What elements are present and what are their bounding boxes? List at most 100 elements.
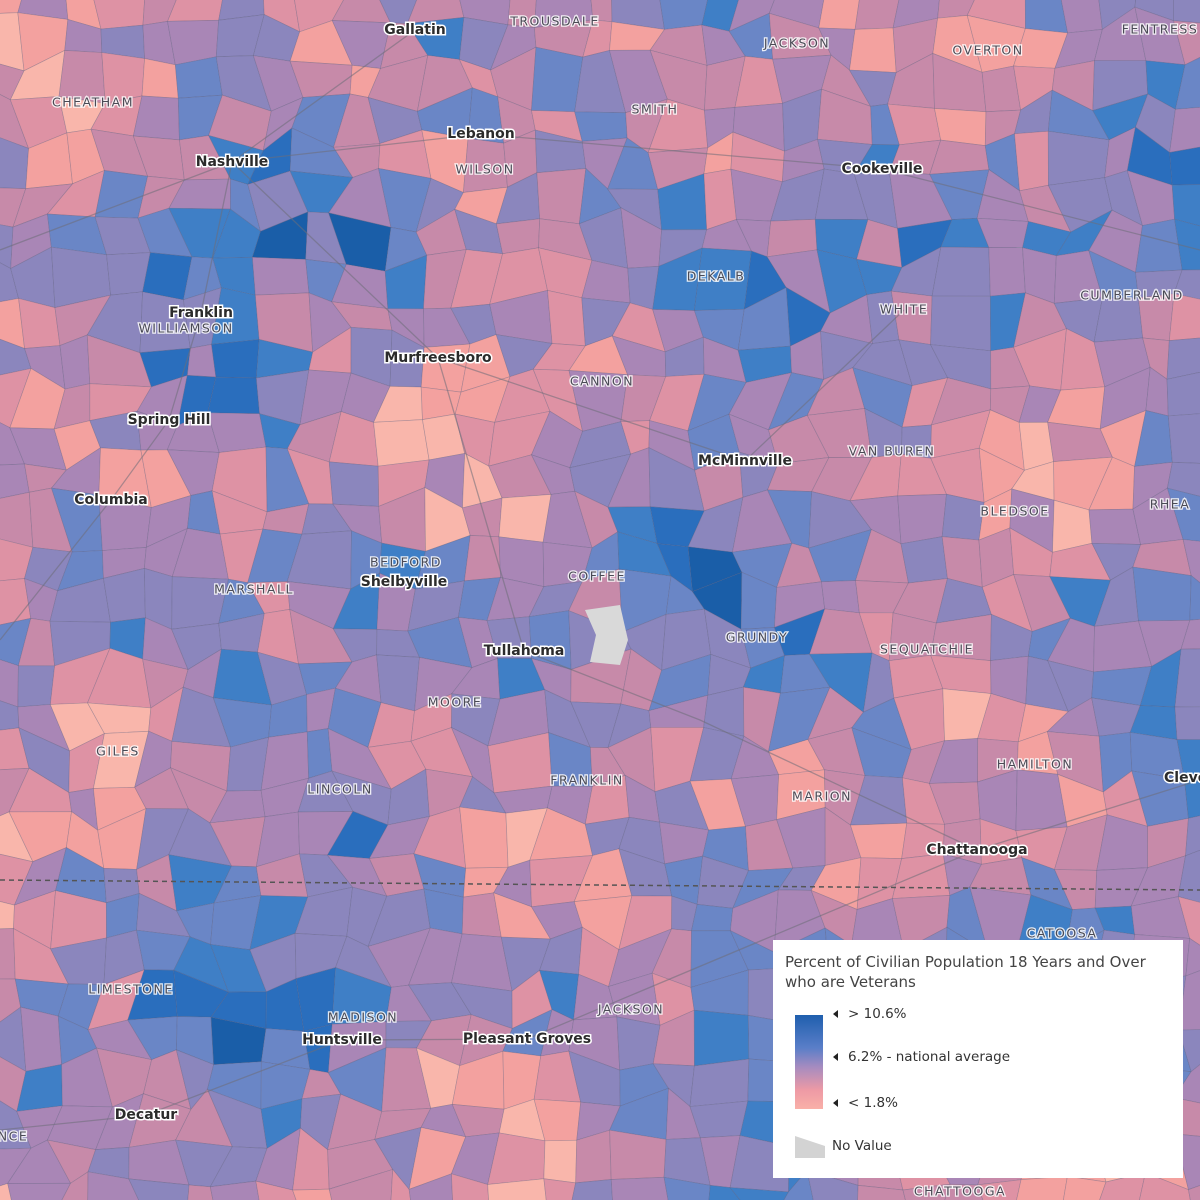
- region: [1184, 778, 1200, 819]
- region: [1185, 937, 1200, 977]
- region: [451, 1173, 489, 1200]
- county-label: TROUSDALE: [509, 14, 600, 29]
- region: [211, 339, 260, 379]
- region: [1173, 269, 1200, 300]
- region: [977, 1179, 1022, 1200]
- region: [941, 493, 985, 541]
- region: [1014, 130, 1049, 192]
- city-label: Pleasant Groves: [463, 1031, 591, 1047]
- county-label: LINCOLN: [307, 782, 372, 797]
- road: [231, 133, 1200, 251]
- road: [437, 309, 905, 462]
- county-label: WILSON: [455, 162, 514, 177]
- region: [0, 928, 16, 980]
- county-label: CHEATHAM: [52, 95, 134, 110]
- region: [1188, 1185, 1200, 1200]
- region: [693, 1009, 750, 1067]
- region: [373, 419, 430, 467]
- road: [0, 29, 416, 251]
- region: [1088, 508, 1142, 545]
- city-label: Franklin: [169, 305, 233, 321]
- region: [459, 806, 509, 869]
- county-label: DEKALB: [687, 269, 746, 284]
- region: [141, 58, 179, 99]
- county-label: HAMILTON: [997, 757, 1074, 772]
- county-label: CUMBERLAND: [1080, 288, 1184, 303]
- region: [1093, 297, 1144, 343]
- roads: [0, 29, 1200, 1131]
- region: [988, 247, 1026, 297]
- region: [1166, 461, 1200, 497]
- no-value-area: [585, 605, 628, 665]
- region: [689, 1058, 750, 1107]
- county-label: GILES: [96, 744, 140, 759]
- region: [1166, 337, 1200, 380]
- region: [1063, 1175, 1107, 1200]
- region: [1024, 0, 1069, 34]
- county-label: JACKSON: [763, 36, 830, 51]
- city-label: Murfreesboro: [384, 350, 492, 366]
- region: [132, 95, 180, 141]
- region: [849, 27, 897, 73]
- region: [487, 1178, 547, 1200]
- city-label: Decatur: [115, 1107, 178, 1123]
- region: [536, 168, 587, 225]
- region: [663, 1176, 711, 1200]
- county-label: NCE: [0, 1129, 28, 1144]
- county-label: RHEA: [1150, 497, 1191, 512]
- region: [328, 461, 380, 507]
- region: [408, 1173, 453, 1200]
- region: [1174, 706, 1200, 740]
- legend-title: Percent of Civilian Population 18 Years …: [785, 953, 1146, 991]
- county-label: WILLIAMSON: [138, 321, 233, 336]
- region: [1189, 574, 1200, 621]
- region: [464, 535, 501, 582]
- county-label: BLEDSOE: [980, 504, 1049, 519]
- city-label: Huntsville: [302, 1032, 382, 1048]
- county-label: OVERTON: [952, 43, 1023, 58]
- city-label: Chattanooga: [926, 842, 1027, 858]
- region: [1168, 293, 1200, 342]
- region: [902, 1183, 951, 1200]
- region: [1166, 487, 1200, 542]
- region: [708, 1184, 741, 1200]
- region: [1169, 146, 1200, 186]
- region: [20, 1006, 63, 1072]
- city-label: Shelbyville: [361, 574, 448, 590]
- region: [423, 888, 464, 935]
- legend-no-value: No Value: [832, 1138, 892, 1154]
- region: [1174, 57, 1200, 110]
- region: [900, 536, 948, 584]
- region: [61, 1171, 89, 1200]
- region: [1166, 371, 1200, 417]
- region: [818, 0, 860, 30]
- region: [1169, 106, 1200, 153]
- region: [857, 1184, 906, 1200]
- city-label: Lebanon: [447, 126, 514, 142]
- city-label: Tullahoma: [484, 643, 565, 659]
- county-label: SMITH: [632, 102, 679, 117]
- region: [729, 1187, 790, 1200]
- region: [691, 903, 734, 932]
- city-label: Nashville: [196, 154, 268, 170]
- county-label: WHITE: [880, 302, 928, 317]
- region: [0, 491, 34, 548]
- county-label: SEQUATCHIE: [880, 642, 974, 657]
- road: [341, 849, 978, 1041]
- region: [0, 1183, 12, 1200]
- region: [328, 1168, 394, 1200]
- region: [376, 654, 420, 712]
- region: [1177, 896, 1200, 946]
- region: [251, 256, 310, 296]
- region: [167, 0, 223, 22]
- region: [1174, 218, 1200, 271]
- city-label: Clevel: [1164, 770, 1200, 786]
- labels: TROUSDALE JACKSON OVERTON FENTRESS CHEATHAM S…: [0, 12, 1200, 1200]
- region: [390, 1168, 411, 1200]
- road: [0, 161, 233, 641]
- region: [1176, 739, 1200, 780]
- region: [498, 494, 552, 543]
- region: [891, 853, 951, 899]
